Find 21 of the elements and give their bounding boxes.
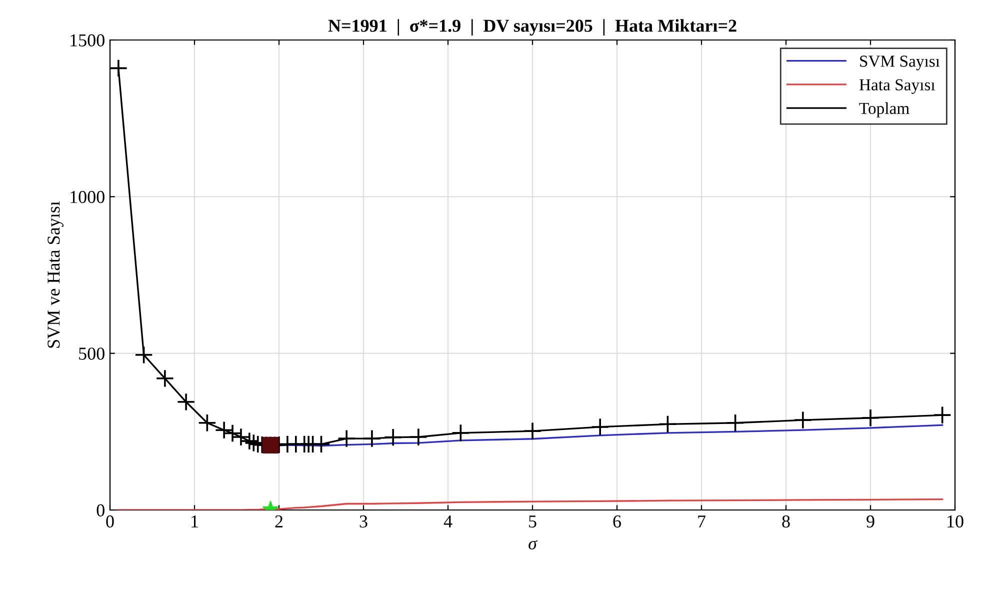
x-tick-label: 1 <box>192 515 198 528</box>
y-tick-label: 0 <box>96 504 104 516</box>
y-tick-label: 1500 <box>70 34 104 46</box>
legend-label: Hata Sayısı <box>859 79 936 94</box>
x-tick-label: 10 <box>948 515 964 528</box>
x-tick-label: 9 <box>866 515 874 528</box>
y-axis-title: SVM ve Hata Sayısı <box>48 201 64 348</box>
x-tick-label: 2 <box>275 515 283 528</box>
x-tick-label: 0 <box>106 515 114 528</box>
x-tick-label: 7 <box>698 516 706 528</box>
legend-label: SVM Sayısı <box>860 56 940 70</box>
x-tick-label: 4 <box>444 516 452 528</box>
x-tick-label: 8 <box>782 515 790 528</box>
chart-title: N=1991 | σ*=1.9 | DV sayısı=205 | Hata Miktarı=2 <box>328 19 736 36</box>
x-tick-label: 6 <box>613 515 621 528</box>
y-tick-label: 1000 <box>70 190 104 204</box>
legend-label: Toplam <box>859 102 910 118</box>
x-axis-title: σ <box>528 540 538 550</box>
x-tick-label: 5 <box>529 516 536 528</box>
y-tick-label: 500 <box>79 348 104 360</box>
x-tick-label: 3 <box>360 515 368 528</box>
